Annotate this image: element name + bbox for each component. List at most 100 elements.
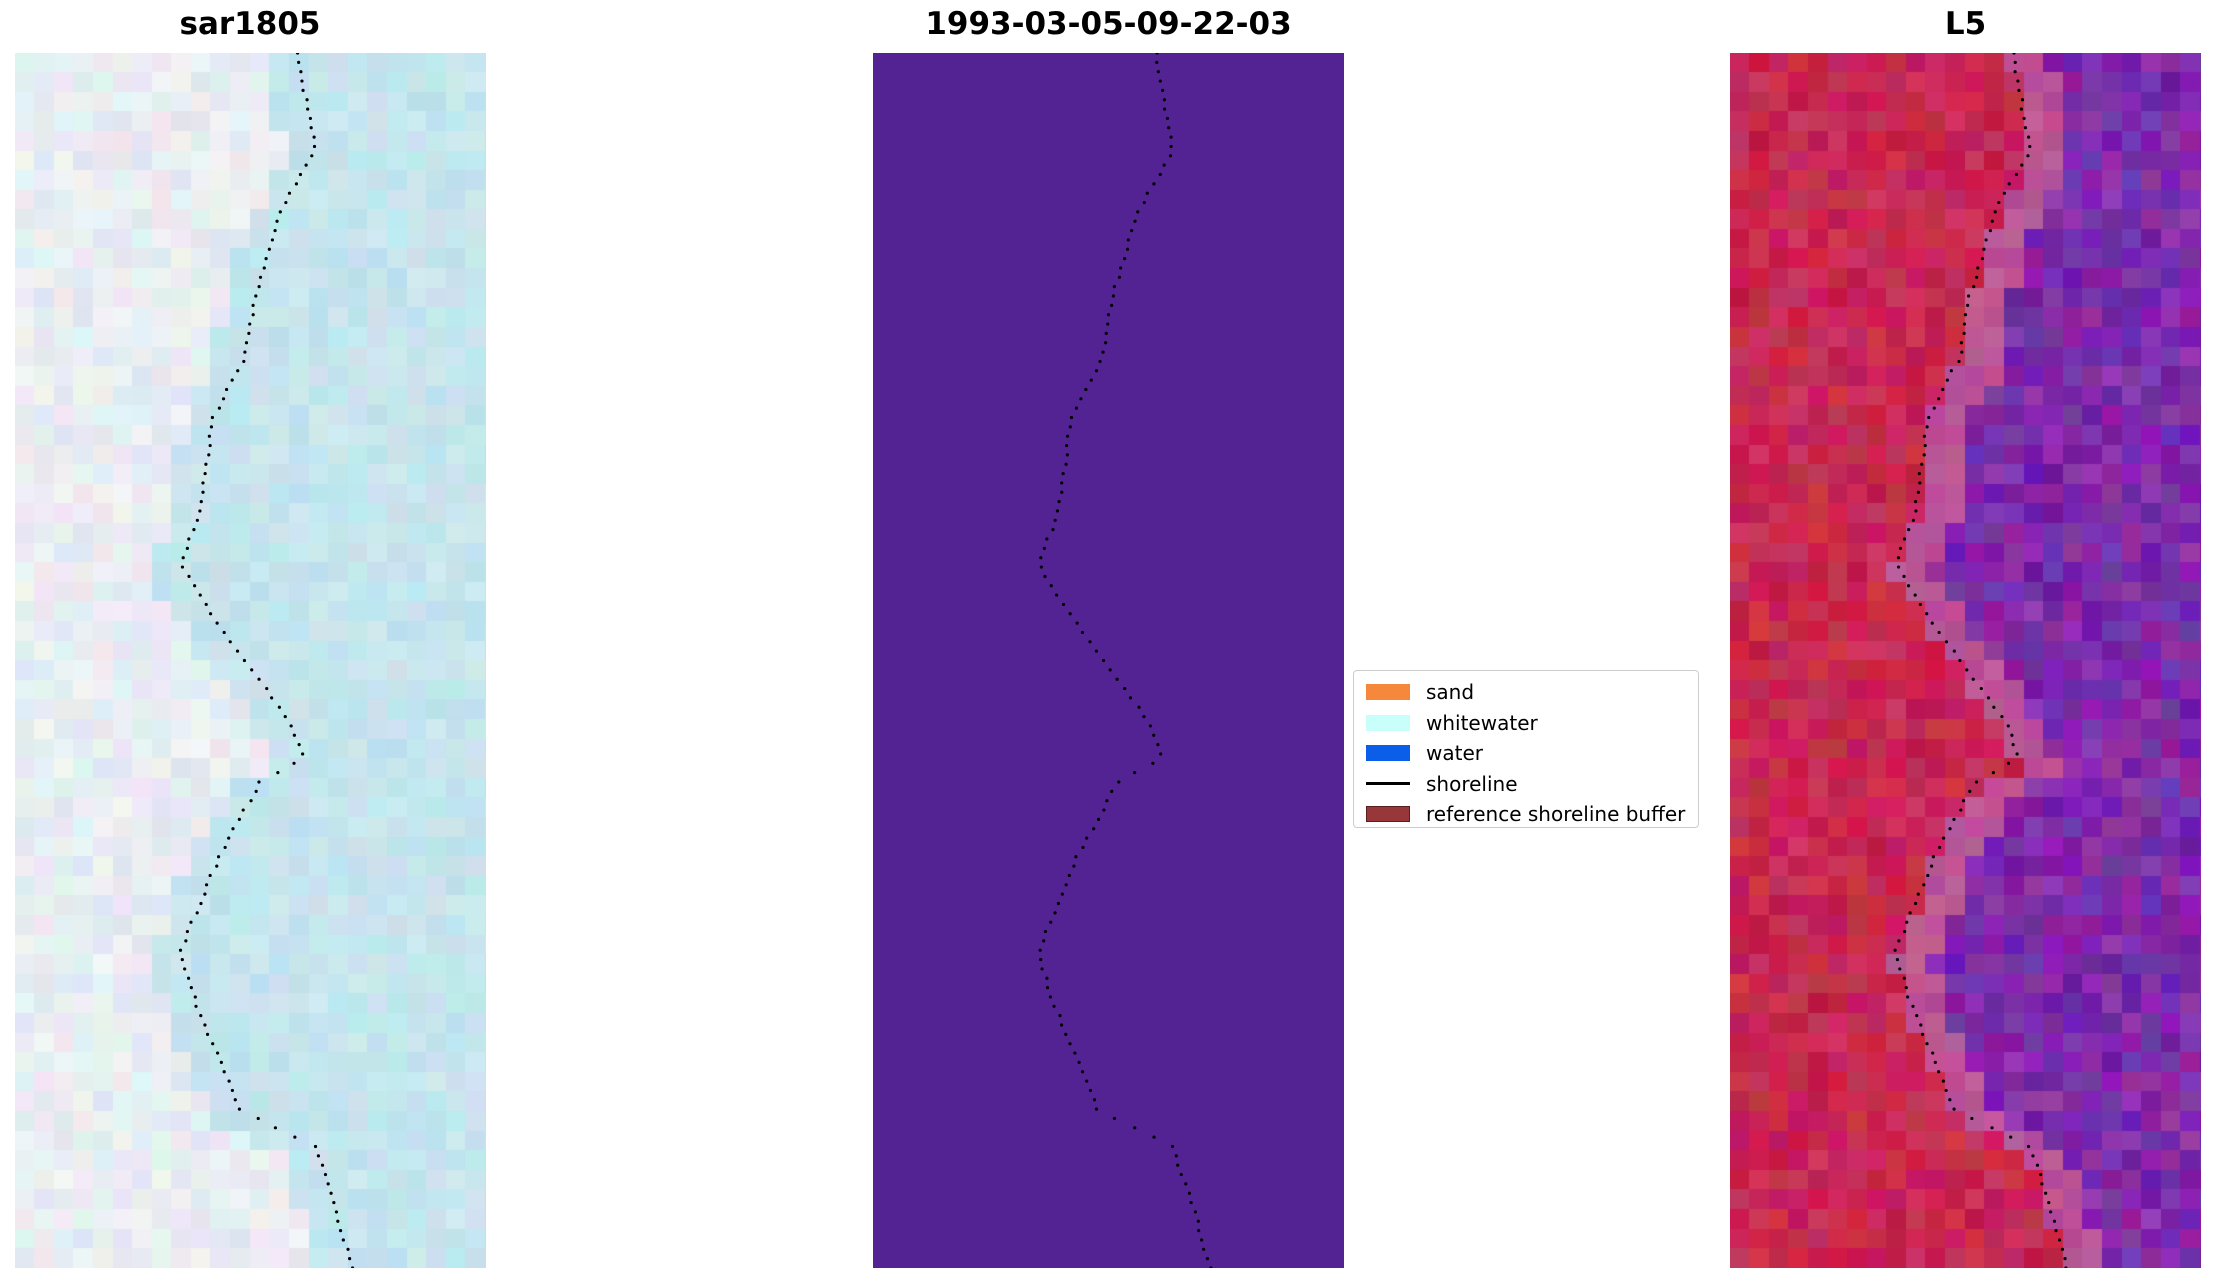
shoreline-point	[1167, 126, 1171, 130]
shoreline-point	[1169, 135, 1173, 139]
shoreline-point	[1966, 303, 1970, 307]
legend-item-whitewater: whitewater	[1360, 708, 1698, 739]
legend: sand whitewater water shoreline referenc…	[1353, 670, 1699, 828]
shoreline-point	[1932, 406, 1936, 410]
shoreline-point	[1902, 537, 1907, 541]
shoreline-point	[1941, 1079, 1945, 1083]
shoreline-point	[2057, 1238, 2062, 1242]
shoreline-point	[1902, 574, 1906, 578]
shoreline-point	[1176, 1163, 1180, 1167]
shoreline-point	[1080, 1070, 1085, 1074]
shoreline-point	[313, 1144, 318, 1149]
shoreline-point	[1125, 247, 1130, 251]
shoreline-point	[292, 733, 296, 737]
shoreline-point	[2044, 1191, 2048, 1195]
panel-title-index: L5	[1944, 6, 1987, 42]
shoreline-point	[1895, 957, 1900, 962]
shoreline-point	[242, 359, 246, 364]
shoreline-point	[1944, 640, 1949, 644]
shoreline-point	[1039, 957, 1043, 962]
shoreline-point	[2049, 1210, 2053, 1214]
shoreline-point	[1098, 359, 1102, 364]
shoreline-point	[1094, 369, 1099, 373]
shoreline-overlay-classified	[1038, 53, 1213, 1268]
shoreline-point	[1085, 1079, 1089, 1083]
shoreline-point	[1902, 976, 1906, 980]
shoreline-point	[257, 780, 261, 784]
shoreline-point	[308, 116, 313, 121]
buffer-swatch	[1366, 806, 1410, 823]
shoreline-point	[273, 1126, 278, 1130]
rgb-image	[15, 53, 486, 1268]
shoreline-point	[1123, 686, 1127, 691]
shoreline-point	[1094, 1107, 1099, 1111]
shoreline-point	[1913, 593, 1917, 597]
shoreline-point	[1957, 359, 1961, 364]
shoreline-point	[1992, 705, 1996, 709]
shoreline-point	[1049, 920, 1053, 924]
shoreline-point	[1126, 238, 1130, 242]
shoreline-point	[185, 929, 189, 934]
shoreline-point	[208, 873, 212, 878]
shoreline-point	[1916, 892, 1920, 896]
shoreline-point	[1102, 808, 1106, 812]
shoreline-point	[250, 668, 254, 672]
shoreline-point	[1959, 341, 1963, 345]
legend-item-water: water	[1360, 738, 1698, 769]
water-swatch	[1366, 745, 1410, 762]
shoreline-point	[1961, 799, 1966, 803]
shoreline-point	[1906, 995, 1910, 999]
shoreline-point	[1069, 415, 1074, 420]
shoreline-point	[1980, 257, 1984, 261]
shoreline-point	[1189, 1200, 1193, 1205]
shoreline-point	[1136, 210, 1140, 214]
shoreline-point	[1930, 621, 1934, 625]
shoreline-point	[1068, 1042, 1072, 1046]
shoreline-point	[1055, 593, 1059, 597]
shoreline-point	[210, 415, 215, 420]
shoreline-point	[1133, 1126, 1137, 1130]
shoreline-point	[1156, 743, 1160, 747]
shoreline-point	[251, 303, 255, 307]
shoreline-point	[258, 275, 263, 279]
shoreline-point	[1922, 883, 1926, 887]
shoreline-point	[273, 228, 277, 233]
shoreline-point	[241, 808, 245, 812]
shoreline-point	[1112, 285, 1116, 289]
shoreline-point	[1133, 771, 1137, 775]
shoreline-point	[222, 1070, 226, 1074]
shoreline-point	[1193, 1210, 1197, 1214]
shoreline-point	[222, 630, 226, 635]
shoreline-point	[1148, 724, 1153, 728]
shoreline-point	[254, 294, 258, 298]
shoreline-point	[1053, 518, 1057, 522]
shoreline-point	[2016, 79, 2020, 83]
shoreline-point	[1997, 200, 2001, 205]
shoreline-point	[187, 537, 191, 541]
shoreline-point	[223, 845, 227, 850]
shoreline-point	[2014, 172, 2019, 177]
shoreline-point	[1931, 1051, 1935, 1055]
legend-label: water	[1426, 741, 1483, 766]
shoreline-point	[1074, 406, 1079, 410]
shoreline-point	[1986, 696, 1991, 700]
shoreline-point	[1064, 883, 1068, 887]
shoreline-point	[1112, 1116, 1117, 1121]
shoreline-point	[1199, 1238, 1204, 1242]
shoreline-point	[243, 350, 247, 354]
shoreline-point	[283, 714, 287, 719]
shoreline-point	[230, 1088, 234, 1093]
shoreline-point	[338, 1229, 343, 1233]
shoreline-point	[1051, 528, 1055, 532]
shoreline-point	[1092, 1098, 1097, 1102]
shoreline-point	[300, 79, 304, 83]
shoreline-point	[1159, 752, 1163, 756]
shoreline-point	[1061, 602, 1066, 607]
legend-label: shoreline	[1426, 771, 1518, 796]
shoreline-point	[1993, 210, 1997, 214]
shoreline-point	[1115, 677, 1119, 681]
shoreline-point	[2020, 98, 2025, 102]
shoreline-point	[203, 892, 207, 896]
shoreline-point	[178, 948, 183, 952]
shoreline-point	[1920, 462, 1924, 466]
